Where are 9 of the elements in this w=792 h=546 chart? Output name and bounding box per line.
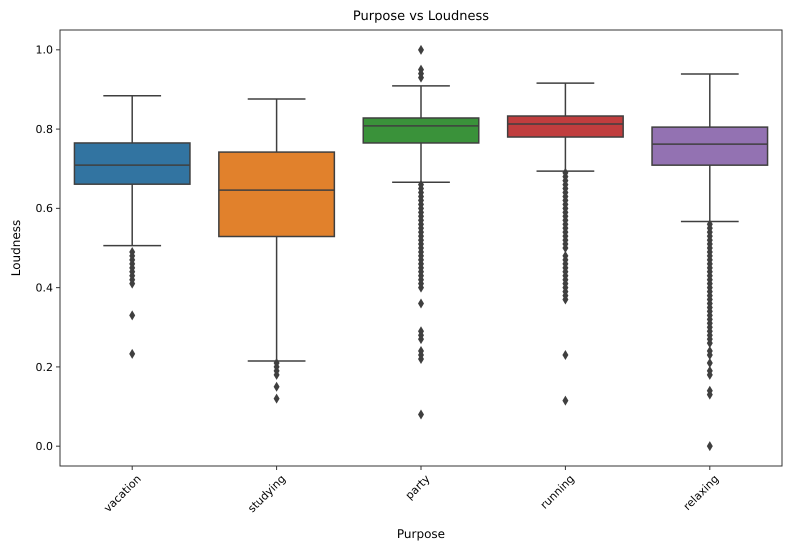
y-axis-title: Loudness [9, 220, 23, 276]
y-tick-label: 0.0 [36, 440, 53, 454]
y-tick-label: 0.6 [36, 202, 53, 216]
y-tick-label: 0.8 [36, 122, 53, 136]
y-tick-label: 1.0 [36, 44, 53, 57]
x-axis-title: Purpose [396, 527, 446, 541]
y-tick-label: 0.4 [36, 281, 53, 294]
y-tick-label: 0.2 [36, 360, 53, 374]
chart-title: Purpose vs Loudness [352, 9, 490, 24]
